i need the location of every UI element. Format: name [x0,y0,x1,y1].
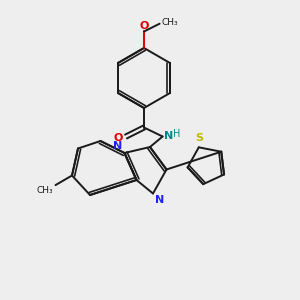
Text: CH₃: CH₃ [37,186,53,195]
Text: N: N [113,141,122,151]
Text: N: N [164,131,173,141]
Text: O: O [113,133,122,143]
Text: H: H [172,129,180,140]
Text: S: S [195,134,203,143]
Text: N: N [155,195,165,205]
Text: CH₃: CH₃ [162,18,178,27]
Text: O: O [139,21,149,31]
